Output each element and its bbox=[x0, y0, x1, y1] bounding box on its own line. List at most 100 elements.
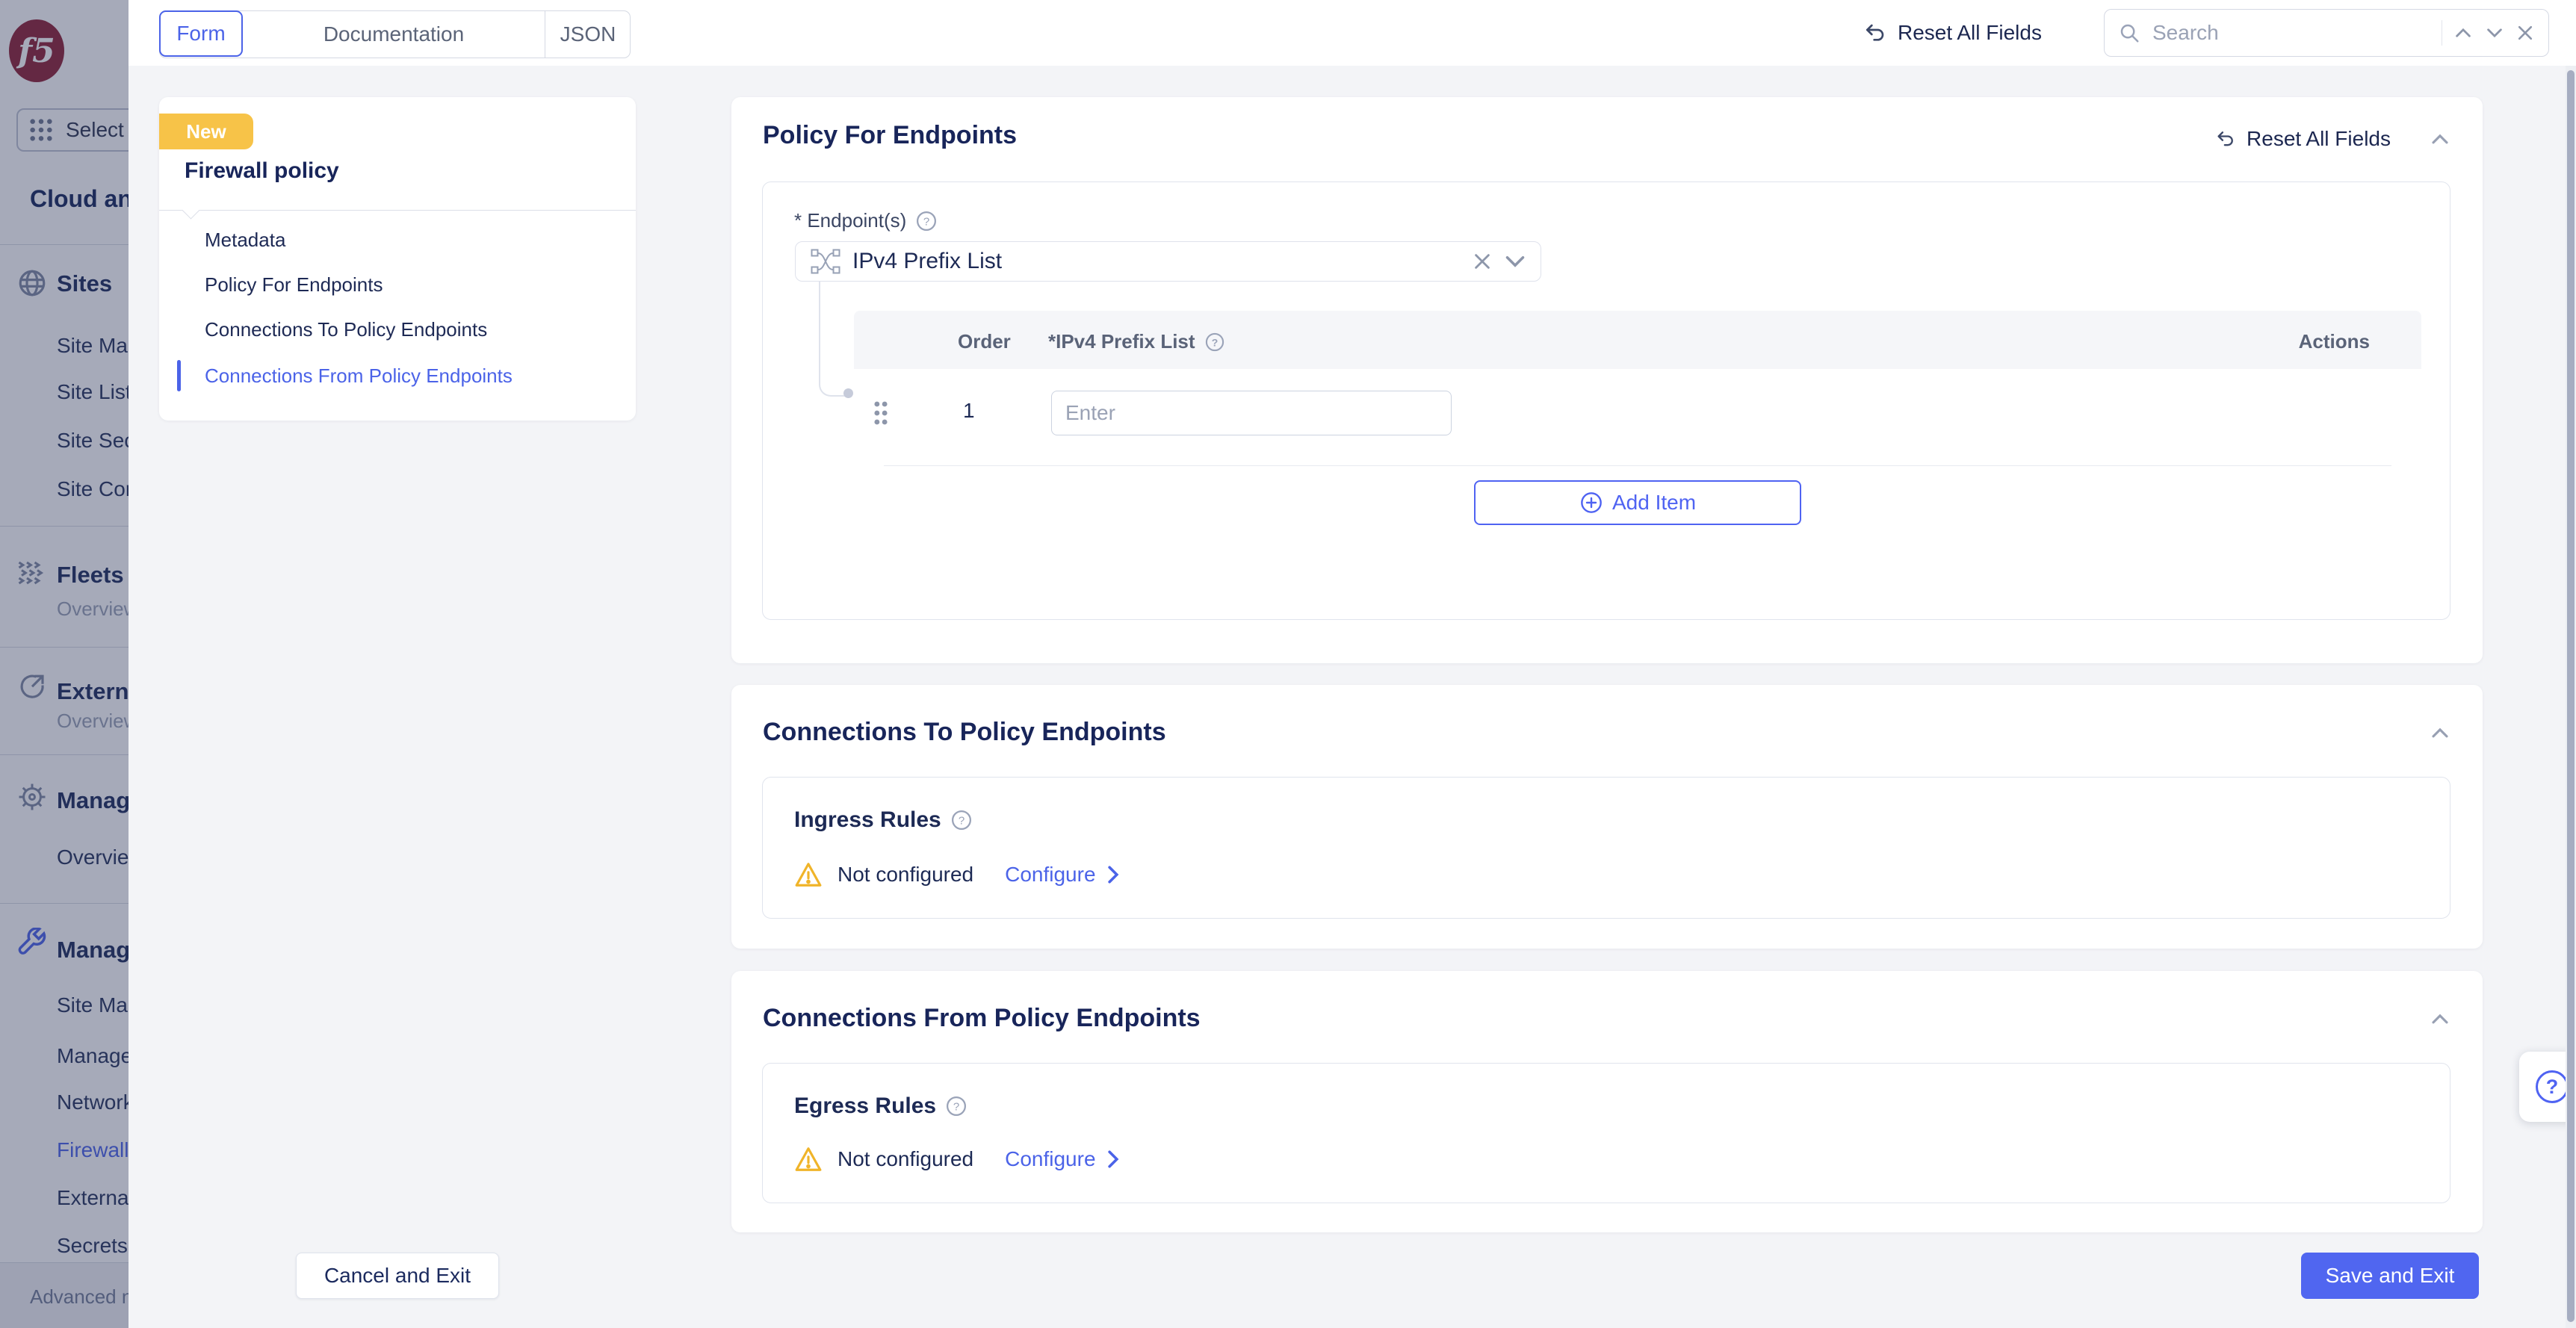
sidebar-section-manage[interactable]: Manag bbox=[57, 937, 129, 963]
sidebar-item-site-map[interactable]: Site Map bbox=[57, 334, 129, 357]
form-nav-item-connections-to[interactable]: Connections To Policy Endpoints bbox=[205, 318, 488, 341]
sidebar-section-fleets[interactable]: Fleets bbox=[57, 562, 124, 588]
col-actions: Actions bbox=[2298, 330, 2370, 353]
collapse-chevron-icon[interactable] bbox=[2430, 1013, 2450, 1026]
divider bbox=[0, 903, 129, 904]
close-icon[interactable] bbox=[2515, 23, 2535, 43]
sidebar-item-site-connectivity[interactable]: Site Cor bbox=[57, 477, 129, 500]
sidebar-item-secrets[interactable]: Secrets bbox=[57, 1234, 128, 1257]
endpoint-reference-icon bbox=[811, 249, 840, 274]
search-field[interactable] bbox=[2104, 9, 2549, 57]
globe-icon bbox=[19, 270, 46, 297]
help-circle-icon[interactable]: ? bbox=[950, 809, 973, 831]
sidebar-item-fleets-overview[interactable]: Overview bbox=[57, 598, 129, 620]
add-item-label: Add Item bbox=[1611, 491, 1697, 514]
tree-connector-dot bbox=[843, 388, 853, 398]
tab-documentation[interactable]: Documentation bbox=[323, 22, 465, 46]
reset-all-fields-label: Reset All Fields bbox=[1898, 21, 2042, 44]
scrollbar-thumb[interactable] bbox=[2567, 70, 2575, 1322]
help-circle-icon[interactable]: ? bbox=[945, 1095, 967, 1117]
row-order-value: 1 bbox=[963, 399, 975, 422]
sidebar-item-site-list[interactable]: Site List bbox=[57, 380, 129, 403]
chevron-down-icon[interactable] bbox=[1505, 255, 1526, 268]
divider bbox=[0, 754, 129, 755]
prefix-input[interactable] bbox=[1051, 391, 1452, 435]
sidebar-item-firewall[interactable]: Firewall bbox=[57, 1138, 129, 1161]
section-title: Connections From Policy Endpoints bbox=[763, 1004, 1201, 1032]
help-question-icon: ? bbox=[2536, 1070, 2569, 1103]
divider bbox=[0, 647, 129, 648]
form-nav-item-policy-for-endpoints[interactable]: Policy For Endpoints bbox=[205, 273, 383, 296]
connections-from-section: Connections From Policy Endpoints Egress… bbox=[731, 971, 2483, 1232]
sidebar-item-networking[interactable]: Network bbox=[57, 1090, 129, 1114]
firewall-policy-modal: Documentation JSON Form Reset All Fields bbox=[129, 0, 2576, 1328]
collapse-chevron-icon[interactable] bbox=[2430, 727, 2450, 740]
sidebar-section-managed-k8s[interactable]: Manag bbox=[57, 787, 129, 813]
svg-text:?: ? bbox=[1211, 336, 1218, 348]
form-nav-item-connections-from[interactable]: Connections From Policy Endpoints bbox=[205, 364, 513, 387]
active-item-indicator bbox=[177, 360, 181, 391]
sidebar-item-external-overview[interactable]: Overview bbox=[57, 710, 129, 732]
prefix-list-table: Order *IPv4 Prefix List ? Actions bbox=[854, 311, 2421, 580]
configure-ingress-link[interactable]: Configure bbox=[1005, 863, 1119, 887]
sidebar-item-managed-overview[interactable]: Overvie bbox=[57, 845, 129, 869]
configure-egress-link[interactable]: Configure bbox=[1005, 1147, 1119, 1171]
clear-icon[interactable] bbox=[1472, 251, 1493, 272]
connections-to-section: Connections To Policy Endpoints Ingress … bbox=[731, 685, 2483, 949]
divider-notch bbox=[182, 201, 200, 220]
table-header-row: Order *IPv4 Prefix List ? Actions bbox=[854, 311, 2421, 369]
sidebar-section-external[interactable]: Externa bbox=[57, 678, 129, 704]
endpoint-type-select[interactable]: IPv4 Prefix List bbox=[795, 241, 1541, 282]
warning-icon bbox=[795, 1147, 822, 1171]
cancel-and-exit-button[interactable]: Cancel and Exit bbox=[296, 1253, 499, 1299]
ingress-rules-box: Ingress Rules ? Not configured Configure bbox=[762, 777, 2450, 919]
egress-rules-box: Egress Rules ? Not configured Configure bbox=[762, 1063, 2450, 1203]
reset-all-fields-toolbar-button[interactable]: Reset All Fields bbox=[1863, 0, 2042, 66]
tab-json[interactable]: JSON bbox=[545, 11, 631, 58]
egress-rules-label: Egress Rules bbox=[794, 1093, 937, 1118]
help-circle-icon[interactable]: ? bbox=[1204, 332, 1225, 353]
workspace-selector-label: Select s bbox=[66, 118, 129, 141]
ingress-rules-label: Ingress Rules bbox=[794, 807, 941, 832]
reset-section-label: Reset All Fields bbox=[2247, 127, 2391, 150]
sidebar-item-external[interactable]: External bbox=[57, 1186, 129, 1209]
grid-icon bbox=[30, 119, 52, 141]
wrench-icon bbox=[18, 928, 46, 955]
chevron-down-icon[interactable] bbox=[2484, 22, 2505, 43]
col-prefix-list: *IPv4 Prefix List ? bbox=[1048, 330, 1225, 353]
svg-text:?: ? bbox=[953, 1101, 959, 1114]
reset-all-fields-section-button[interactable]: Reset All Fields bbox=[2215, 127, 2391, 151]
drag-handle-icon[interactable] bbox=[872, 399, 890, 427]
shield-arrow-icon bbox=[20, 674, 44, 698]
chevron-right-icon bbox=[1107, 1150, 1118, 1168]
new-badge: New bbox=[159, 114, 253, 149]
add-item-button[interactable]: Add Item bbox=[1474, 480, 1801, 525]
scrollbar-track[interactable] bbox=[2566, 66, 2576, 1328]
svg-text:?: ? bbox=[923, 215, 929, 228]
workspace-selector-button[interactable]: Select s bbox=[16, 108, 129, 152]
form-nav-item-metadata[interactable]: Metadata bbox=[205, 229, 286, 251]
fleet-icon bbox=[18, 561, 44, 585]
status-text: Not configured bbox=[837, 1147, 974, 1170]
chevron-right-icon bbox=[1107, 866, 1118, 884]
plus-circle-icon bbox=[1581, 492, 1602, 513]
sidebar-item-site-security[interactable]: Site Sec bbox=[57, 429, 129, 452]
help-circle-icon[interactable]: ? bbox=[915, 210, 938, 232]
save-and-exit-button[interactable]: Save and Exit bbox=[2301, 1253, 2479, 1299]
section-title: Policy For Endpoints bbox=[763, 121, 1018, 149]
divider bbox=[884, 465, 2391, 466]
chevron-up-icon[interactable] bbox=[2453, 22, 2474, 43]
status-text: Not configured bbox=[837, 863, 974, 886]
undo-icon bbox=[1866, 24, 1884, 41]
sidebar-item-manage[interactable]: Manage bbox=[57, 1044, 129, 1067]
warning-icon bbox=[795, 863, 822, 887]
f5-logo-text: f5 bbox=[18, 31, 55, 70]
sidebar-item-site-management[interactable]: Site Mar bbox=[57, 993, 129, 1017]
advanced-nav-label[interactable]: Advanced nav bbox=[30, 1285, 129, 1308]
tab-form[interactable]: Form bbox=[159, 10, 243, 57]
divider bbox=[0, 244, 129, 245]
sidebar-section-sites[interactable]: Sites bbox=[57, 270, 113, 297]
search-input[interactable] bbox=[2151, 20, 2431, 46]
collapse-chevron-icon[interactable] bbox=[2430, 133, 2450, 146]
